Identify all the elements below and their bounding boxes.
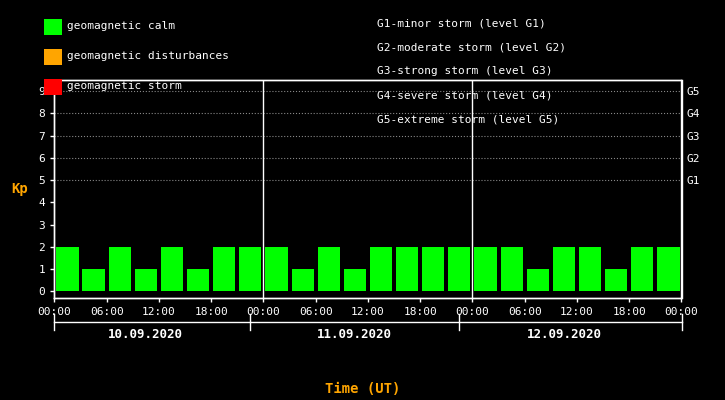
Bar <box>187 269 210 291</box>
Bar <box>83 269 104 291</box>
Text: 12.09.2020: 12.09.2020 <box>526 328 602 341</box>
Bar <box>370 247 392 291</box>
Text: G2-moderate storm (level G2): G2-moderate storm (level G2) <box>377 42 566 52</box>
Text: geomagnetic disturbances: geomagnetic disturbances <box>67 51 228 61</box>
Text: G1-minor storm (level G1): G1-minor storm (level G1) <box>377 18 546 28</box>
Bar <box>291 269 314 291</box>
Bar <box>500 247 523 291</box>
Text: G5-extreme storm (level G5): G5-extreme storm (level G5) <box>377 114 559 124</box>
Bar <box>474 247 497 291</box>
Bar <box>239 247 262 291</box>
Bar <box>526 269 549 291</box>
Bar <box>579 247 601 291</box>
Text: geomagnetic calm: geomagnetic calm <box>67 21 175 31</box>
Bar <box>161 247 183 291</box>
Bar <box>57 247 78 291</box>
Bar <box>135 269 157 291</box>
Bar <box>109 247 130 291</box>
Bar <box>658 247 679 291</box>
Bar <box>265 247 288 291</box>
Bar <box>422 247 444 291</box>
Text: G3-strong storm (level G3): G3-strong storm (level G3) <box>377 66 552 76</box>
Bar <box>552 247 575 291</box>
Bar <box>318 247 340 291</box>
Bar <box>396 247 418 291</box>
Bar <box>631 247 653 291</box>
Text: Kp: Kp <box>12 182 28 196</box>
Text: G4-severe storm (level G4): G4-severe storm (level G4) <box>377 90 552 100</box>
Bar <box>344 269 366 291</box>
Text: 10.09.2020: 10.09.2020 <box>108 328 183 341</box>
Text: 11.09.2020: 11.09.2020 <box>318 328 392 341</box>
Bar <box>213 247 236 291</box>
Bar <box>605 269 627 291</box>
Bar <box>448 247 471 291</box>
Text: Time (UT): Time (UT) <box>325 382 400 396</box>
Text: geomagnetic storm: geomagnetic storm <box>67 81 181 91</box>
